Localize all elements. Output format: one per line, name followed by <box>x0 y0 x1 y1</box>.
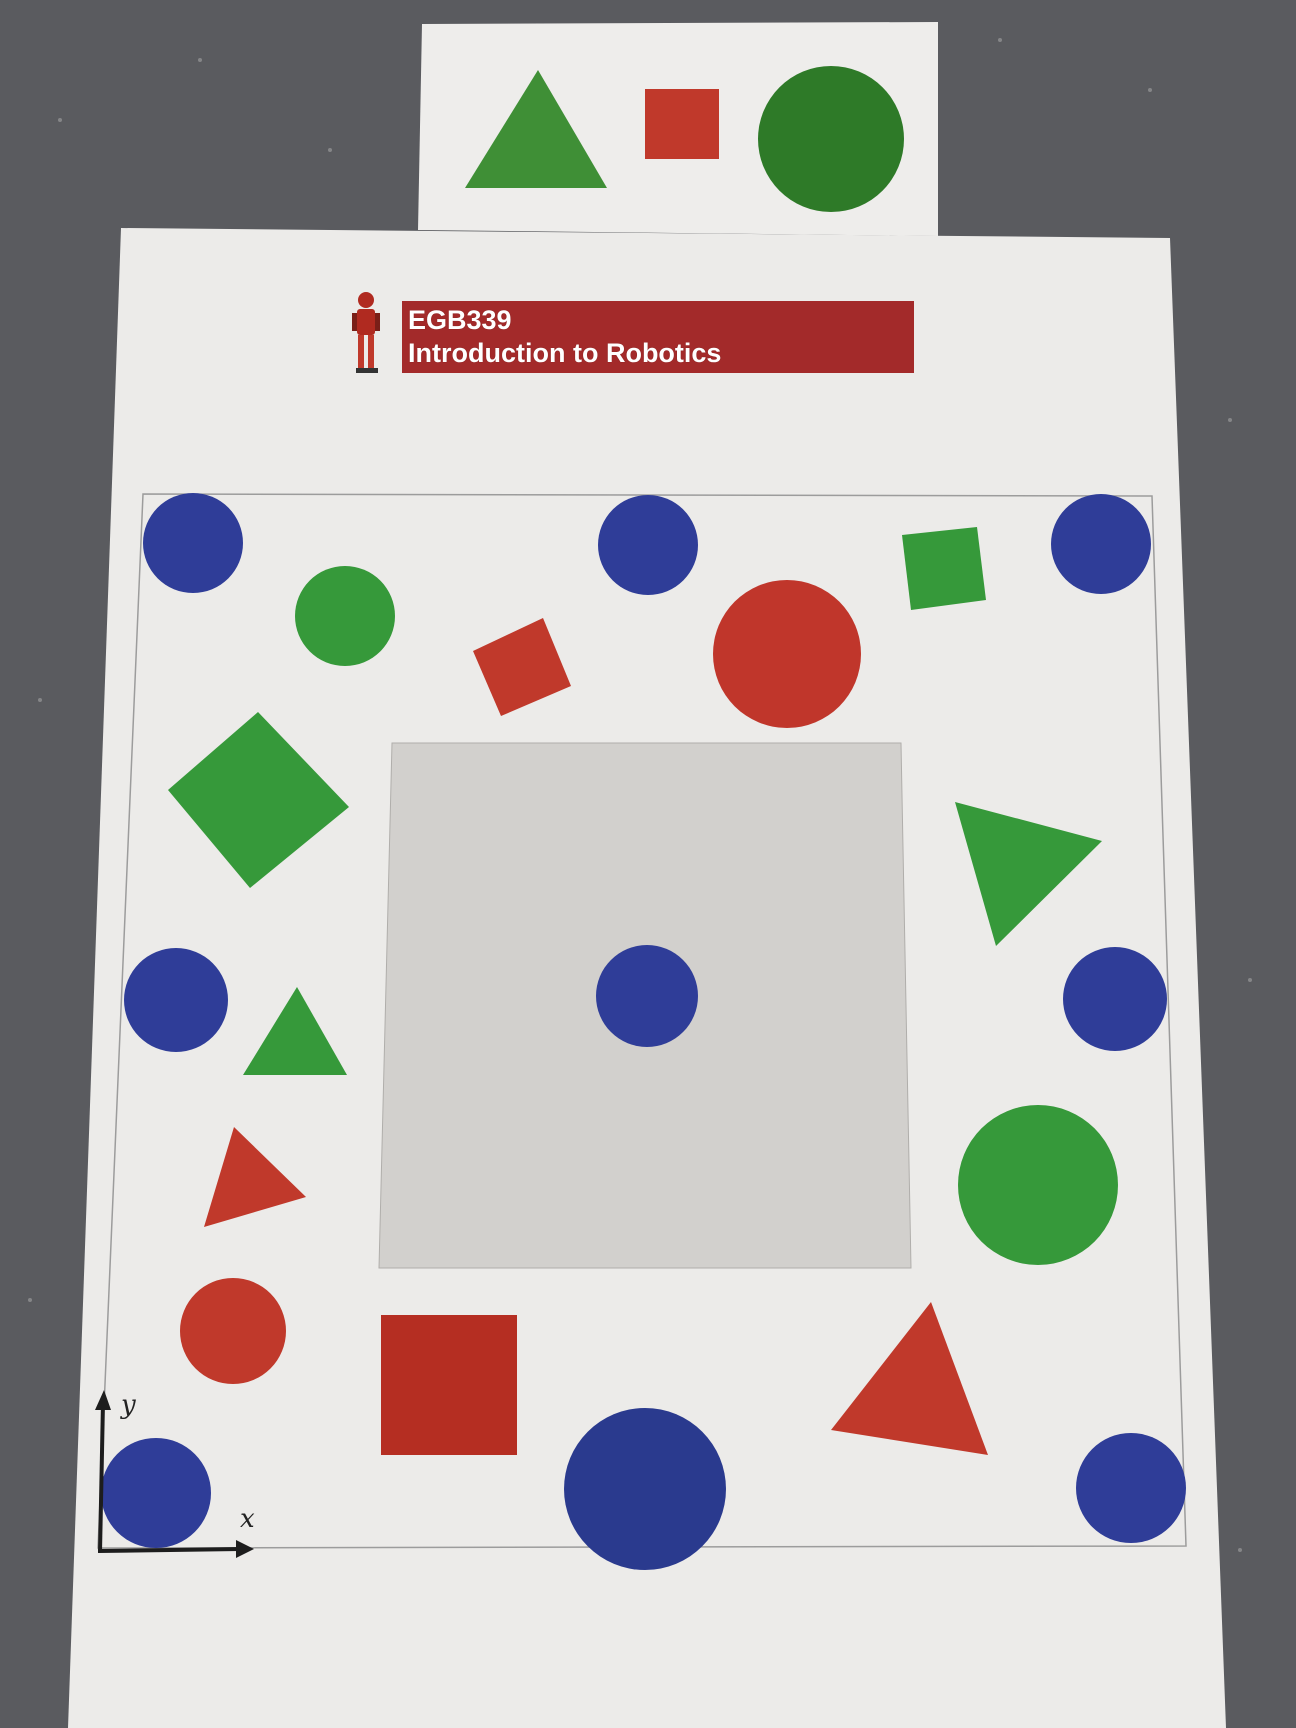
green-square <box>902 527 986 610</box>
board-shapes <box>101 493 1186 1570</box>
floor-texture <box>28 38 1252 1552</box>
blue-circle <box>564 1408 726 1570</box>
coordinate-axes <box>95 1390 254 1558</box>
y-axis-arrow-icon <box>95 1390 111 1410</box>
x-axis-label: x <box>240 1504 255 1534</box>
green-circle <box>958 1105 1118 1265</box>
target-green-circle <box>758 66 904 212</box>
blue-circle <box>124 948 228 1052</box>
green-triangle <box>955 802 1102 946</box>
course-code: EGB339 <box>408 305 512 335</box>
green-square <box>168 712 349 888</box>
green-triangle <box>243 987 347 1075</box>
red-triangle <box>204 1127 306 1227</box>
arena-border <box>97 493 1187 1549</box>
robot-logo <box>352 292 380 373</box>
target-green-triangle <box>465 70 607 188</box>
y-axis-line <box>98 1401 105 1553</box>
blue-circle <box>1051 494 1151 594</box>
red-circle <box>713 580 861 728</box>
x-axis-arrow-icon <box>236 1540 254 1558</box>
target-shapes <box>465 66 904 212</box>
blue-circle <box>101 1438 211 1548</box>
target-red-square <box>645 89 719 159</box>
green-circle <box>295 566 395 666</box>
blue-circle <box>598 495 698 595</box>
blue-circle <box>143 493 243 593</box>
blue-circle <box>596 945 698 1047</box>
red-square <box>381 1315 517 1455</box>
course-banner: EGB339 Introduction to Robotics <box>402 301 914 373</box>
red-triangle <box>831 1302 988 1455</box>
x-axis-line <box>97 1547 241 1553</box>
course-title: Introduction to Robotics <box>408 338 722 368</box>
blue-circle <box>1076 1433 1186 1543</box>
y-axis-label: y <box>121 1390 136 1420</box>
blue-circle <box>1063 947 1167 1051</box>
red-square <box>473 618 571 716</box>
red-circle <box>180 1278 286 1384</box>
